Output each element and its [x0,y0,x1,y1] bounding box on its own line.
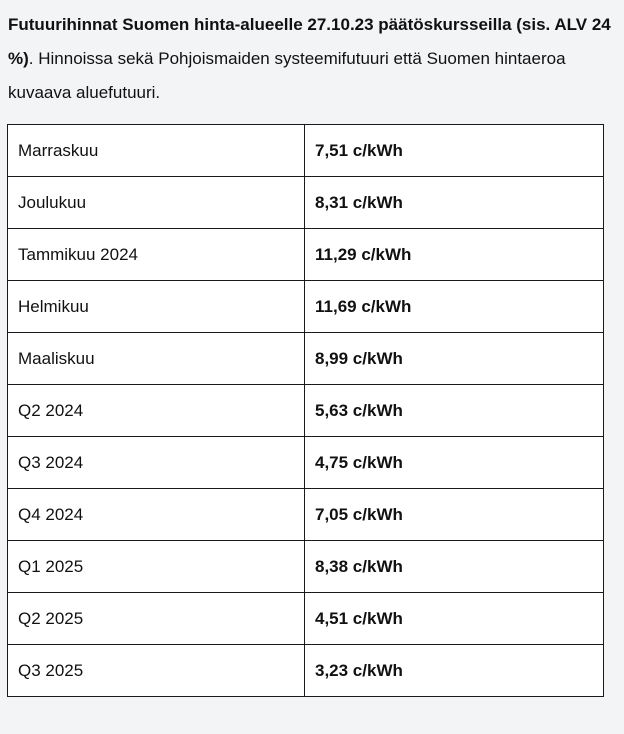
period-cell: Maaliskuu [7,332,305,385]
table-row: Tammikuu 2024 11,29 c/kWh [7,228,604,281]
price-cell: 7,51 c/kWh [304,124,604,177]
period-cell: Q3 2024 [7,436,305,489]
intro-paragraph: Futuurihinnat Suomen hinta-alueelle 27.1… [8,8,614,110]
futures-price-table: Marraskuu 7,51 c/kWh Joulukuu 8,31 c/kWh… [7,124,604,697]
period-cell: Q4 2024 [7,488,305,541]
price-cell: 8,38 c/kWh [304,540,604,593]
period-cell: Q3 2025 [7,644,305,697]
price-cell: 8,31 c/kWh [304,176,604,229]
price-cell: 7,05 c/kWh [304,488,604,541]
intro-bold-text: Futuurihinnat Suomen hinta-alueelle 27.1… [8,15,611,68]
table-row: Joulukuu 8,31 c/kWh [7,176,604,229]
price-cell: 11,69 c/kWh [304,280,604,333]
intro-rest-text: . Hinnoissa sekä Pohjoismaiden systeemif… [8,49,566,102]
table-row: Q1 2025 8,38 c/kWh [7,540,604,593]
price-cell: 5,63 c/kWh [304,384,604,437]
period-cell: Tammikuu 2024 [7,228,305,281]
table-row: Q3 2024 4,75 c/kWh [7,436,604,489]
period-cell: Q2 2024 [7,384,305,437]
table-row: Q4 2024 7,05 c/kWh [7,488,604,541]
price-cell: 8,99 c/kWh [304,332,604,385]
period-cell: Marraskuu [7,124,305,177]
period-cell: Joulukuu [7,176,305,229]
price-cell: 3,23 c/kWh [304,644,604,697]
period-cell: Q1 2025 [7,540,305,593]
table-row: Marraskuu 7,51 c/kWh [7,124,604,177]
price-cell: 11,29 c/kWh [304,228,604,281]
period-cell: Q2 2025 [7,592,305,645]
table-row: Q2 2024 5,63 c/kWh [7,384,604,437]
table-row: Q3 2025 3,23 c/kWh [7,644,604,697]
table-row: Helmikuu 11,69 c/kWh [7,280,604,333]
price-cell: 4,51 c/kWh [304,592,604,645]
period-cell: Helmikuu [7,280,305,333]
price-cell: 4,75 c/kWh [304,436,604,489]
table-row: Maaliskuu 8,99 c/kWh [7,332,604,385]
table-row: Q2 2025 4,51 c/kWh [7,592,604,645]
